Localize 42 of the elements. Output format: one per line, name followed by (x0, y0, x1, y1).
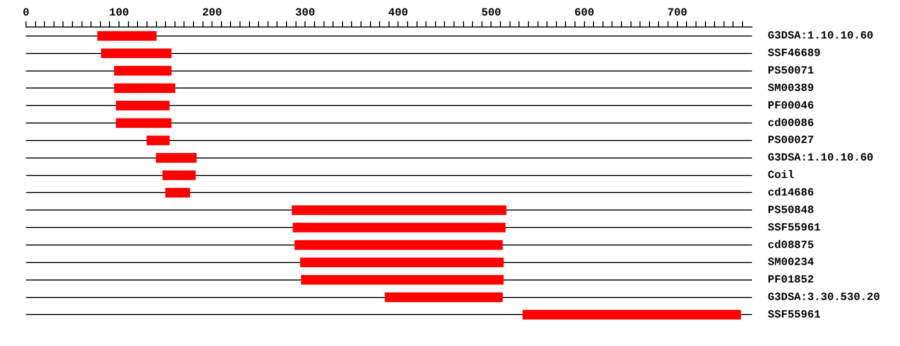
x-tick-label: 0 (22, 7, 30, 20)
y-tick-label: cd14686 (768, 187, 814, 200)
bar (301, 275, 504, 285)
bar (146, 136, 170, 146)
bar (116, 118, 172, 128)
y-tick-label: Coil (768, 170, 795, 182)
y-tick-label: PF01852 (768, 274, 814, 287)
bar (294, 240, 503, 250)
x-tick-label: 700 (667, 7, 688, 20)
x-tick-label: 600 (574, 7, 594, 20)
bar (292, 205, 506, 215)
y-tick-label: SSF55961 (768, 309, 821, 322)
bar (300, 258, 504, 268)
y-tick-label: G3DSA:3.30.530.20 (768, 292, 880, 304)
y-tick-label: SM00389 (768, 82, 814, 95)
bar (384, 292, 503, 302)
bar (97, 31, 157, 41)
bar (116, 100, 170, 110)
y-tick-label: G3DSA:1.10.10.60 (768, 30, 874, 43)
y-tick-label: PF00046 (768, 100, 814, 112)
y-tick-label: G3DSA:1.10.10.60 (768, 152, 874, 165)
x-tick-label: 400 (388, 7, 408, 20)
x-tick-label: 500 (481, 7, 502, 20)
y-tick-label: PS50071 (768, 66, 814, 78)
y-tick-label: PS50848 (768, 204, 814, 217)
y-tick-label: SM00234 (768, 257, 814, 270)
bar (522, 310, 741, 320)
y-tick-label: cd00086 (768, 118, 814, 130)
bar (162, 170, 196, 180)
x-tick-label: 300 (295, 7, 316, 20)
x-tick-label: 200 (202, 7, 222, 20)
bar (165, 188, 190, 198)
y-tick-label: SSF55961 (768, 222, 821, 234)
x-tick-label: 100 (109, 7, 129, 20)
y-tick-label: SSF46689 (768, 48, 821, 60)
bar (292, 222, 506, 232)
bar (156, 153, 197, 163)
y-tick-label: cd08875 (768, 240, 814, 252)
bar (114, 83, 176, 94)
y-tick-label: PS00027 (768, 135, 814, 148)
bar (114, 66, 172, 76)
bar (101, 48, 172, 58)
